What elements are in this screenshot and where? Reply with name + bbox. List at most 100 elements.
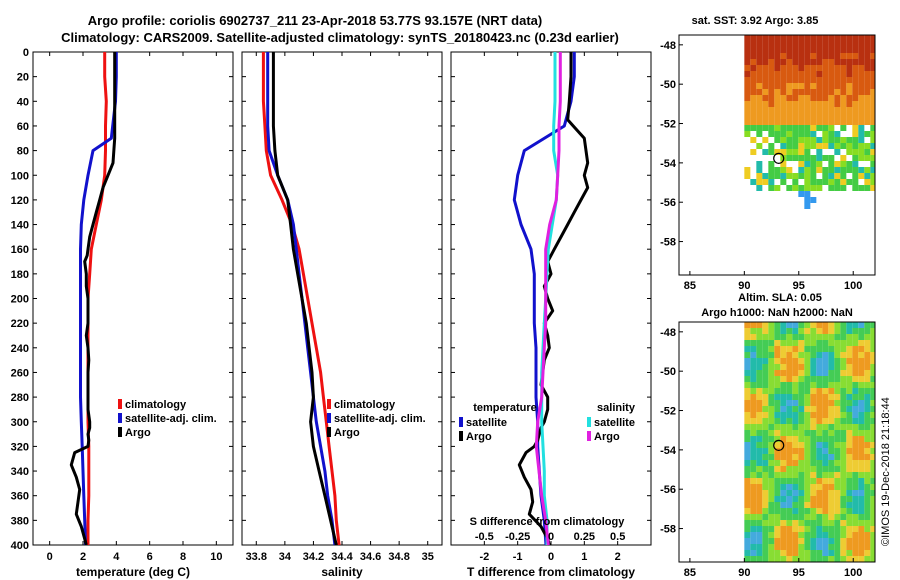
map-cell (804, 35, 811, 41)
map-cell (870, 161, 875, 167)
map-cell (840, 370, 847, 376)
map-cell (858, 59, 865, 65)
map-cell (858, 508, 865, 514)
map-cell (846, 388, 853, 394)
map-cell (792, 400, 799, 406)
map-cell (870, 556, 875, 562)
map-cell (828, 334, 835, 340)
x-tick-label: 34.8 (388, 551, 409, 563)
map-cell (768, 550, 775, 556)
map-cell (834, 149, 841, 155)
map-cell (840, 436, 847, 442)
map-cell (768, 442, 775, 448)
map-cell (762, 89, 769, 95)
map-cell (744, 89, 751, 95)
map-cell (852, 113, 859, 119)
map-cell (786, 412, 793, 418)
map-cell (864, 322, 871, 328)
map-cell (780, 370, 787, 376)
map-cell (852, 430, 859, 436)
map-cell (810, 496, 817, 502)
map-cell (744, 520, 751, 526)
map-cell (804, 490, 811, 496)
map-cell (768, 496, 775, 502)
map-cell (816, 502, 823, 508)
map-cell (834, 478, 841, 484)
map-cell (810, 83, 817, 89)
map-cell (810, 430, 817, 436)
map-cell (750, 430, 757, 436)
map-cell (810, 556, 817, 562)
map-cell (804, 65, 811, 71)
map-cell (816, 424, 823, 430)
map-cell (798, 484, 805, 490)
map-cell (816, 394, 823, 400)
map-cell (828, 436, 835, 442)
map-cell (834, 556, 841, 562)
map-cell (762, 173, 769, 179)
map-cell (792, 328, 799, 334)
map-cell (816, 538, 823, 544)
map-cell (792, 520, 799, 526)
map-cell (774, 538, 781, 544)
x-tick-label: 34.2 (303, 551, 324, 563)
map-cell (816, 472, 823, 478)
series-line (79, 52, 118, 546)
map-cell (840, 478, 847, 484)
map-cell (750, 418, 757, 424)
map-cell (864, 89, 871, 95)
map-cell (798, 460, 805, 466)
map-cell (840, 496, 847, 502)
map-cell (780, 71, 787, 77)
map-cell (798, 412, 805, 418)
map-y-tick-label: -50 (660, 79, 676, 91)
map-cell (852, 119, 859, 125)
map-cell (852, 179, 859, 185)
map-cell (804, 47, 811, 53)
map-cell (750, 340, 757, 346)
map-cell (864, 346, 871, 352)
map-cell (816, 47, 823, 53)
map-cell (750, 394, 757, 400)
x-axis-label: T difference from climatology (467, 565, 635, 579)
map-cell (792, 185, 799, 191)
map-cell (864, 119, 871, 125)
map-cell (822, 334, 829, 340)
map-y-tick-label: -54 (660, 158, 677, 170)
map-cell (762, 526, 769, 532)
map-cell (750, 83, 757, 89)
x-tick-label: 33.8 (246, 551, 267, 563)
map-cell (768, 149, 775, 155)
map-cell (756, 328, 763, 334)
map-cell (744, 502, 751, 508)
map-cell (810, 370, 817, 376)
map-cell (798, 83, 805, 89)
map-x-tick-label: 100 (844, 280, 862, 292)
map-cell (744, 322, 751, 328)
map-cell (780, 173, 787, 179)
map-cell (870, 550, 875, 556)
map-cell (792, 101, 799, 107)
map-cell (792, 83, 799, 89)
map-cell (816, 161, 823, 167)
map-cell (768, 328, 775, 334)
map-cell (780, 334, 787, 340)
map-cell (840, 442, 847, 448)
map-cell (816, 119, 823, 125)
map-cell (816, 370, 823, 376)
map-cell (858, 340, 865, 346)
map-cell (828, 167, 835, 173)
map-cell (798, 167, 805, 173)
map-cell (852, 424, 859, 430)
map-cell (828, 466, 835, 472)
map-cell (858, 125, 865, 131)
map-cell (780, 454, 787, 460)
map-cell (810, 179, 817, 185)
map-cell (870, 89, 875, 95)
map-cell (744, 173, 751, 179)
map-cell (744, 490, 751, 496)
x-axis-label: salinity (321, 565, 363, 579)
map-cell (798, 346, 805, 352)
map-cell (810, 346, 817, 352)
map-cell (780, 412, 787, 418)
